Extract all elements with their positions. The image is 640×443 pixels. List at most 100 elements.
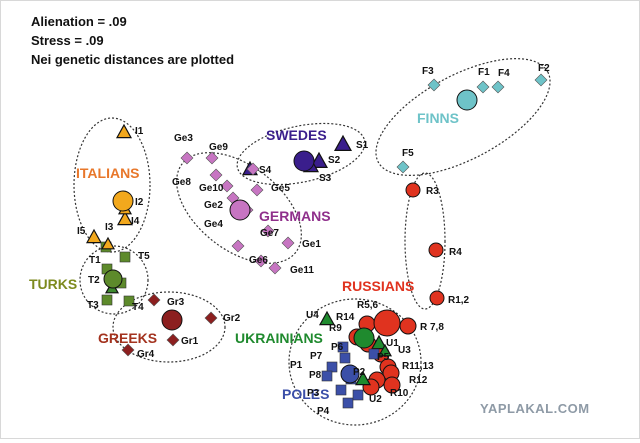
point-label: I4 <box>131 216 140 227</box>
point-label: F3 <box>422 66 434 77</box>
ukrainian-point <box>318 310 336 326</box>
point-label: P5 <box>377 352 390 363</box>
point-label: R9 <box>329 323 342 334</box>
russian-point <box>429 290 445 306</box>
point-label: R4 <box>449 247 462 258</box>
russian-point <box>383 376 401 394</box>
ukrainian-point <box>370 334 388 350</box>
point-label: U1 <box>386 338 399 349</box>
german-point <box>254 254 268 268</box>
group-label-swedes: SWEDES <box>266 127 327 143</box>
point-label: S4 <box>259 165 272 176</box>
ukrainians-centroid <box>353 327 375 349</box>
point-label: U2 <box>369 394 382 405</box>
ukrainian-point <box>354 370 372 386</box>
point-label: R3 <box>426 186 439 197</box>
swedes-centroid <box>293 150 315 172</box>
russian-point <box>428 242 444 258</box>
point-label: P8 <box>309 370 322 381</box>
point-label: R 7,8 <box>420 322 444 333</box>
russians-centroid <box>373 309 401 337</box>
italian-point <box>116 210 134 226</box>
point-label: P6 <box>331 342 344 353</box>
data-marks <box>85 73 548 409</box>
pole-point <box>326 361 338 373</box>
point-label: I5 <box>77 226 86 237</box>
point-label: F2 <box>538 63 550 74</box>
italian-point <box>115 123 133 139</box>
poles-centroid <box>340 364 360 384</box>
ukrainian-point <box>377 343 393 357</box>
point-label: Ge1 <box>302 239 321 250</box>
point-label: R14 <box>336 312 355 323</box>
finns-cluster-ellipse <box>375 58 551 176</box>
point-label: T2 <box>88 275 100 286</box>
point-label: S2 <box>328 155 341 166</box>
point-label: Ge3 <box>174 133 193 144</box>
turk-point <box>123 295 135 307</box>
point-label: Ge6 <box>249 255 268 266</box>
point-label: T5 <box>138 251 150 262</box>
point-label: P1 <box>290 360 303 371</box>
greek-point <box>147 293 161 307</box>
point-label: T4 <box>132 302 144 313</box>
finn-point <box>427 78 441 92</box>
german-point <box>205 151 219 165</box>
german-point <box>220 179 234 193</box>
stress-text: Stress = .09 <box>31 33 104 48</box>
point-label: S1 <box>356 140 369 151</box>
group-label-italians: ITALIANS <box>76 165 140 181</box>
italians-centroid <box>112 190 134 212</box>
point-label: Ge2 <box>204 200 223 211</box>
german-point <box>231 239 245 253</box>
point-label: R12 <box>409 375 428 386</box>
point-label: I2 <box>135 197 144 208</box>
pole-point <box>352 389 364 401</box>
point-label: R1,2 <box>448 295 470 306</box>
point-label: U4 <box>306 310 319 321</box>
group-label-turks: TURKS <box>29 276 77 292</box>
point-label: P4 <box>317 406 330 417</box>
german-point <box>180 151 194 165</box>
finn-point <box>534 73 548 87</box>
german-point <box>209 168 223 182</box>
point-label: P3 <box>307 388 320 399</box>
point-label: T3 <box>87 300 99 311</box>
point-label: Gr2 <box>223 313 241 324</box>
greeks-cluster-ellipse <box>112 291 226 363</box>
point-label: Gr4 <box>137 349 155 360</box>
point-label: Ge11 <box>290 265 314 276</box>
pole-point <box>342 397 354 409</box>
finn-point <box>396 160 410 174</box>
point-label: Ge10 <box>199 183 224 194</box>
group-label-germans: GERMANS <box>259 208 331 224</box>
point-label: Ge7 <box>260 228 279 239</box>
russians-cluster-ellipse <box>404 172 446 310</box>
greek-point <box>204 311 218 325</box>
italian-point <box>100 236 116 250</box>
point-label: R11,13 <box>402 361 434 372</box>
point-label: T1 <box>89 255 101 266</box>
german-point <box>250 183 264 197</box>
swede-point <box>309 151 329 168</box>
alienation-text: Alienation = .09 <box>31 14 127 29</box>
swede-point <box>333 134 353 151</box>
turks-centroid <box>103 269 123 289</box>
watermark-text: YAPLAKAL.COM <box>480 401 590 416</box>
point-label: I3 <box>105 222 114 233</box>
group-label-finns: FINNS <box>417 110 459 126</box>
point-labels: F3 F1 F4 F2 F5 S1 S2 S3 S4 I1 I2 I3 I4 I5 Ge3 Ge9 Ge8 Ge1… <box>77 63 550 417</box>
pole-point <box>337 341 349 353</box>
point-label: Gr3 <box>167 297 185 308</box>
german-point <box>261 224 275 238</box>
point-label: Ge5 <box>271 183 290 194</box>
greeks-centroid <box>161 309 183 331</box>
point-label: R5,6 <box>357 300 379 311</box>
group-label-poles: POLES <box>282 386 329 402</box>
point-label: S3 <box>319 173 332 184</box>
group-label-ukrainians: UKRAINIANS <box>235 330 323 346</box>
russian-point <box>399 317 417 335</box>
german-point <box>246 162 260 176</box>
point-label: U3 <box>398 345 411 356</box>
